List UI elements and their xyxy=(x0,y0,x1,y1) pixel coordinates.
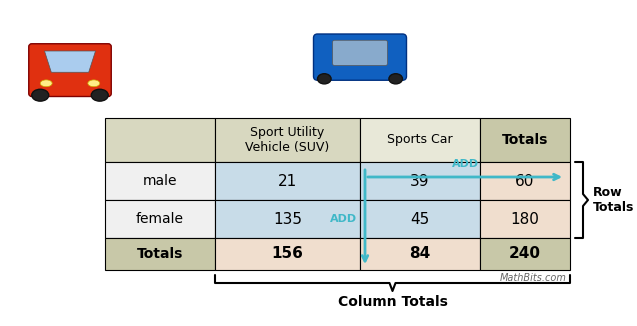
FancyBboxPatch shape xyxy=(29,44,111,96)
Bar xyxy=(215,238,360,270)
Text: MathBits.com: MathBits.com xyxy=(500,273,567,283)
Ellipse shape xyxy=(40,80,52,87)
Text: 21: 21 xyxy=(278,173,297,188)
Text: 156: 156 xyxy=(271,246,303,261)
Ellipse shape xyxy=(389,74,403,84)
Text: male: male xyxy=(143,174,177,188)
Text: ADD: ADD xyxy=(452,159,478,169)
Text: Sport Utility
Vehicle (SUV): Sport Utility Vehicle (SUV) xyxy=(245,126,329,154)
Bar xyxy=(360,162,480,200)
FancyBboxPatch shape xyxy=(333,40,387,66)
Text: 135: 135 xyxy=(273,212,302,227)
Bar xyxy=(480,200,570,238)
Ellipse shape xyxy=(317,74,331,84)
Text: 45: 45 xyxy=(410,212,429,227)
Bar xyxy=(105,162,215,200)
Bar xyxy=(105,200,215,238)
Text: ADD: ADD xyxy=(330,214,357,224)
Ellipse shape xyxy=(32,89,49,101)
Text: Totals: Totals xyxy=(502,133,548,147)
Bar xyxy=(480,118,570,162)
Text: Totals: Totals xyxy=(137,247,183,261)
Bar xyxy=(360,118,480,162)
Bar xyxy=(480,238,570,270)
Bar xyxy=(480,162,570,200)
Polygon shape xyxy=(45,51,96,72)
Bar xyxy=(215,200,360,238)
Text: 84: 84 xyxy=(410,246,431,261)
Text: 60: 60 xyxy=(515,173,534,188)
Bar xyxy=(215,118,360,162)
Ellipse shape xyxy=(91,89,108,101)
Text: female: female xyxy=(136,212,184,226)
Text: Column Totals: Column Totals xyxy=(338,295,447,309)
Text: Row
Totals: Row Totals xyxy=(593,186,634,214)
FancyBboxPatch shape xyxy=(313,34,406,80)
Bar xyxy=(360,200,480,238)
Bar xyxy=(105,118,215,162)
Text: 39: 39 xyxy=(410,173,430,188)
Text: 180: 180 xyxy=(511,212,540,227)
Text: Sports Car: Sports Car xyxy=(387,134,453,146)
Bar xyxy=(105,238,215,270)
Bar xyxy=(360,238,480,270)
Bar xyxy=(215,162,360,200)
Ellipse shape xyxy=(88,80,100,87)
Text: 240: 240 xyxy=(509,246,541,261)
